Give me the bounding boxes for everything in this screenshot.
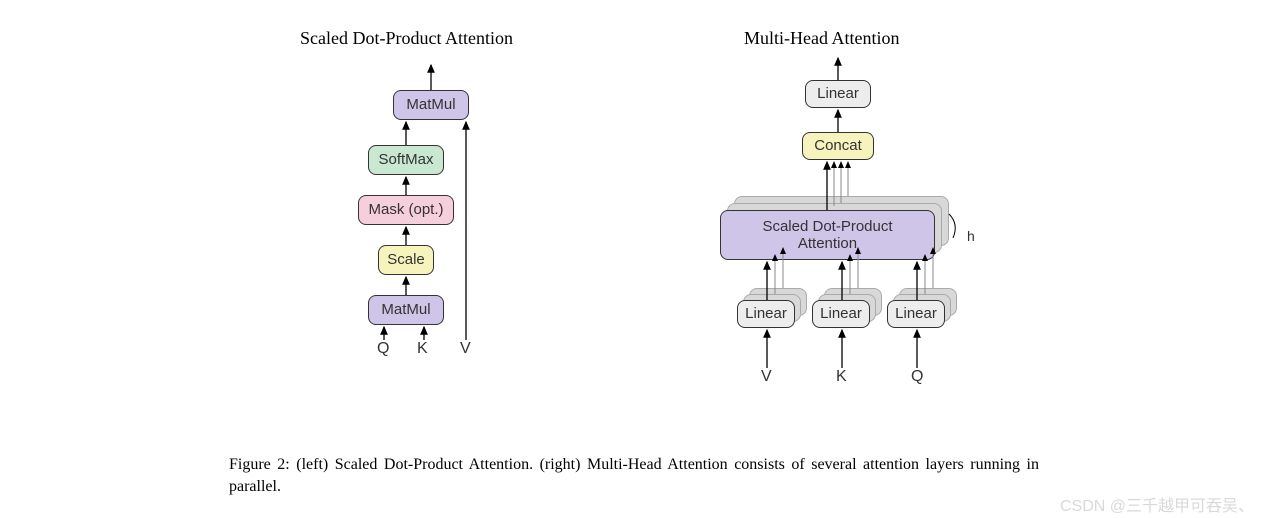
input-label-q-right: Q (911, 368, 923, 386)
figure-caption: Figure 2: (left) Scaled Dot-Product Atte… (229, 454, 1039, 497)
node-linear-q: Linear (887, 300, 945, 328)
node-concat: Concat (802, 132, 874, 160)
input-label-q: Q (377, 340, 389, 358)
left-diagram-title: Scaled Dot-Product Attention (300, 28, 513, 49)
node-sdpa-main: Scaled Dot-Product Attention (720, 210, 935, 260)
node-scale: Scale (378, 245, 434, 275)
figure-canvas: Scaled Dot-Product Attention Multi-Head … (0, 0, 1263, 518)
node-linear-v: Linear (737, 300, 795, 328)
right-diagram-title: Multi-Head Attention (744, 28, 899, 49)
input-label-v-right: V (761, 368, 772, 386)
h-label: h (967, 228, 975, 244)
input-label-k: K (417, 340, 428, 358)
node-softmax: SoftMax (368, 145, 444, 175)
node-linear-top: Linear (805, 80, 871, 108)
connector-layer (0, 0, 1263, 518)
watermark-text: CSDN @三千越甲可吞吴、 (1060, 492, 1254, 516)
node-mask: Mask (opt.) (358, 195, 454, 225)
input-label-v: V (460, 340, 471, 358)
node-linear-k: Linear (812, 300, 870, 328)
input-label-k-right: K (836, 368, 847, 386)
node-matmul-bottom: MatMul (368, 295, 444, 325)
node-matmul-top: MatMul (393, 90, 469, 120)
